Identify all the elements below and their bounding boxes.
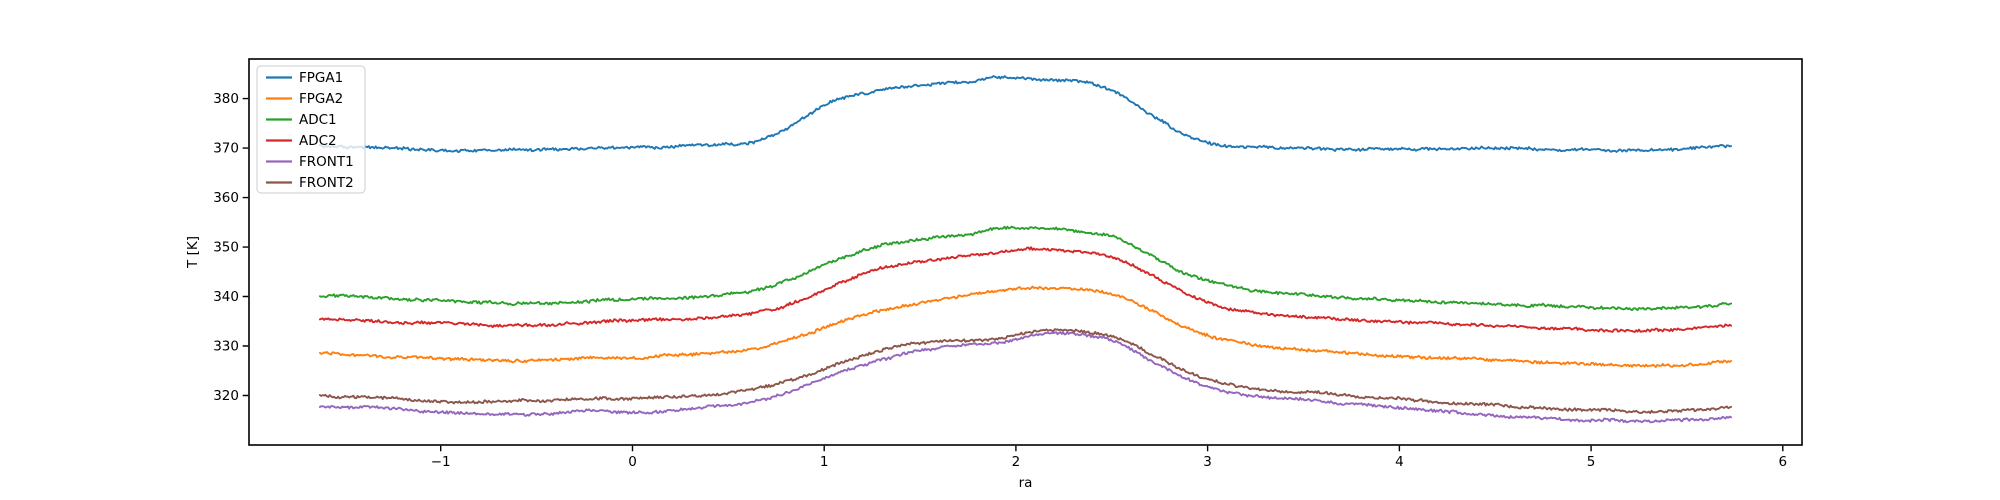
legend-entry-FRONT2: FRONT2 <box>266 175 354 191</box>
y-tick-label: 320 <box>213 388 239 404</box>
y-tick-label: 330 <box>213 339 239 355</box>
x-tick-label: 2 <box>1012 454 1021 470</box>
x-tick-label: 5 <box>1587 454 1596 470</box>
series-line-FPGA1 <box>318 75 1733 153</box>
legend-entry-FPGA1: FPGA1 <box>266 70 343 86</box>
x-tick-marks <box>440 445 1784 452</box>
x-axis-label: ra <box>1019 475 1033 491</box>
x-tick-label: 3 <box>1203 454 1212 470</box>
legend-entry-ADC2: ADC2 <box>266 133 337 149</box>
legend: FPGA1 FPGA2 ADC1 ADC2 FRONT1 FRONT2 <box>256 65 366 194</box>
y-tick-label: 380 <box>213 91 239 107</box>
legend-label: FRONT1 <box>299 154 354 170</box>
y-axis-label: T [K] <box>185 236 201 269</box>
x-tick-label: 1 <box>820 454 829 470</box>
y-tick-marks <box>242 97 249 397</box>
plot-border <box>248 58 1803 446</box>
x-tick-label: 0 <box>628 454 637 470</box>
legend-entry-FRONT1: FRONT1 <box>266 154 354 170</box>
y-tick-label: 350 <box>213 240 239 256</box>
y-tick-label: 360 <box>213 190 239 206</box>
series-line-ADC1 <box>318 225 1733 312</box>
series-line-ADC2 <box>318 246 1733 333</box>
legend-label: ADC2 <box>299 133 337 149</box>
y-tick-label: 370 <box>213 141 239 157</box>
x-tick-label: −1 <box>431 454 451 470</box>
series-line-FRONT2 <box>318 328 1733 415</box>
legend-label: FPGA1 <box>299 70 343 86</box>
legend-label: ADC1 <box>299 112 337 128</box>
legend-entry-FPGA2: FPGA2 <box>266 91 343 107</box>
series-line-FRONT1 <box>318 331 1733 424</box>
series-line-FPGA2 <box>318 285 1733 368</box>
legend-entry-ADC1: ADC1 <box>266 112 337 128</box>
legend-label: FPGA2 <box>299 91 343 107</box>
x-tick-label: 4 <box>1395 454 1404 470</box>
legend-label: FRONT2 <box>299 175 354 191</box>
x-tick-label: 6 <box>1779 454 1788 470</box>
y-tick-label: 340 <box>213 289 239 305</box>
